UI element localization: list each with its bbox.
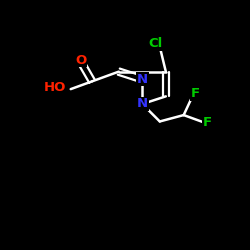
Text: N: N <box>137 73 148 86</box>
Text: F: F <box>191 87 200 100</box>
Text: F: F <box>202 116 211 129</box>
Text: N: N <box>137 98 148 110</box>
Text: HO: HO <box>44 82 66 94</box>
Text: Cl: Cl <box>148 37 162 50</box>
Text: O: O <box>75 54 86 66</box>
